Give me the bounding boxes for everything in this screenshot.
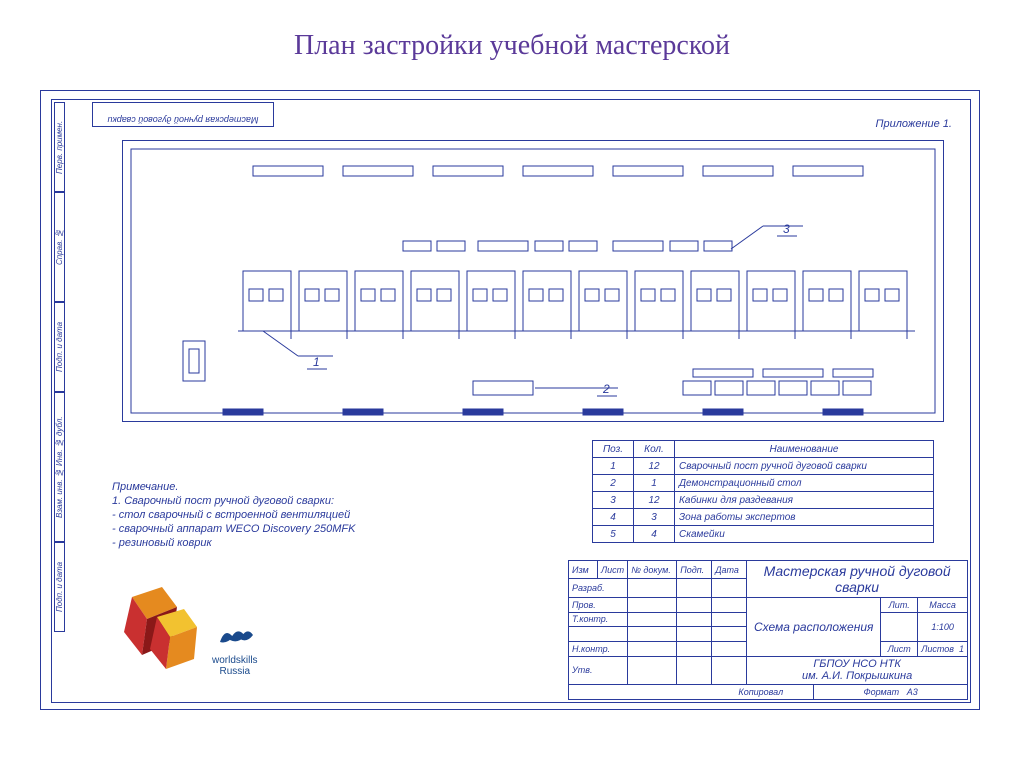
tb-cell: Лит. bbox=[881, 597, 918, 612]
parts-header-name: Наименование bbox=[675, 441, 934, 458]
floorplan-svg: 1 2 3 bbox=[123, 141, 943, 421]
notes-line: - сварочный аппарат WECO Discovery 250MF… bbox=[112, 522, 355, 536]
titleblock: Изм Лист № докум. Подп. Дата Мастерская … bbox=[568, 560, 968, 700]
cube-logo bbox=[102, 577, 212, 682]
tb-kopiroval: Копировал bbox=[569, 685, 814, 700]
tb-org: ГБПОУ НСО НТКим. А.И. Покрышкина bbox=[747, 656, 968, 684]
parts-header-pos: Поз. bbox=[593, 441, 634, 458]
parts-header-kol: Кол. bbox=[634, 441, 675, 458]
appendix-label: Приложение 1. bbox=[876, 118, 953, 130]
tb-cell: Лист bbox=[598, 561, 628, 579]
notes-line: - стол сварочный с встроенной вентиляцие… bbox=[112, 508, 355, 522]
ws-text: Russia bbox=[212, 666, 258, 677]
parts-table: Поз. Кол. Наименование 112Сварочный пост… bbox=[592, 440, 934, 543]
side-strip: Перв. примен. Справ. № Подп. и дата Взам… bbox=[54, 102, 84, 702]
tb-cell: Н.контр. bbox=[569, 642, 628, 657]
tb-cell: Утв. bbox=[569, 656, 628, 684]
side-cell: Взам. инв. № Инв. № дубл. bbox=[54, 392, 65, 542]
worldskills-logo: worldskills Russia bbox=[212, 622, 258, 677]
table-row: 21Демонстрационный стол bbox=[593, 475, 934, 492]
page-title: План застройки учебной мастерской bbox=[0, 0, 1024, 62]
notes-block: Примечание. 1. Сварочный пост ручной дуг… bbox=[112, 480, 355, 550]
side-cell: Перв. примен. bbox=[54, 102, 65, 192]
tb-format: Формат А3 bbox=[814, 685, 968, 700]
tb-cell: Т.контр. bbox=[569, 612, 628, 627]
notes-header: Примечание. bbox=[112, 480, 355, 494]
tb-scale: 1:100 bbox=[918, 612, 968, 641]
tb-cell: Пров. bbox=[569, 597, 628, 612]
top-rotated-title: Мастерская ручной дуговой сварки bbox=[92, 102, 274, 127]
side-cell: Подп. и дата bbox=[54, 542, 65, 632]
tb-cell: № докум. bbox=[628, 561, 677, 579]
table-row: 43Зона работы экспертов bbox=[593, 509, 934, 526]
drawing-outer-frame: Перв. примен. Справ. № Подп. и дата Взам… bbox=[40, 90, 980, 710]
tb-cell: Разраб. bbox=[569, 579, 628, 597]
drawing-inner-frame: Перв. примен. Справ. № Подп. и дата Взам… bbox=[51, 99, 971, 703]
tb-cell: Изм bbox=[569, 561, 598, 579]
table-row: 54Скамейки bbox=[593, 526, 934, 543]
svg-text:1: 1 bbox=[313, 355, 320, 369]
side-cell: Справ. № bbox=[54, 192, 65, 302]
table-row: 312Кабинки для раздевания bbox=[593, 492, 934, 509]
svg-text:3: 3 bbox=[783, 222, 790, 236]
tb-cell: Подп. bbox=[677, 561, 712, 579]
floorplan: 1 2 3 bbox=[122, 140, 944, 422]
table-row: 112Сварочный пост ручной дуговой сварки bbox=[593, 458, 934, 475]
tb-cell: Дата bbox=[712, 561, 747, 579]
notes-line: - резиновый коврик bbox=[112, 536, 355, 550]
tb-cell: Лист bbox=[881, 642, 918, 657]
tb-cell: Масса bbox=[918, 597, 968, 612]
tb-doc-title: Схема расположения bbox=[747, 597, 881, 656]
ws-text: worldskills bbox=[212, 655, 258, 666]
tb-project-title: Мастерская ручной дуговой сварки bbox=[747, 561, 968, 598]
notes-line: 1. Сварочный пост ручной дуговой сварки: bbox=[112, 494, 355, 508]
tb-cell bbox=[569, 627, 628, 642]
tb-cell: Листов 1 bbox=[918, 642, 968, 657]
svg-text:2: 2 bbox=[602, 382, 610, 396]
side-cell: Подп. и дата bbox=[54, 302, 65, 392]
